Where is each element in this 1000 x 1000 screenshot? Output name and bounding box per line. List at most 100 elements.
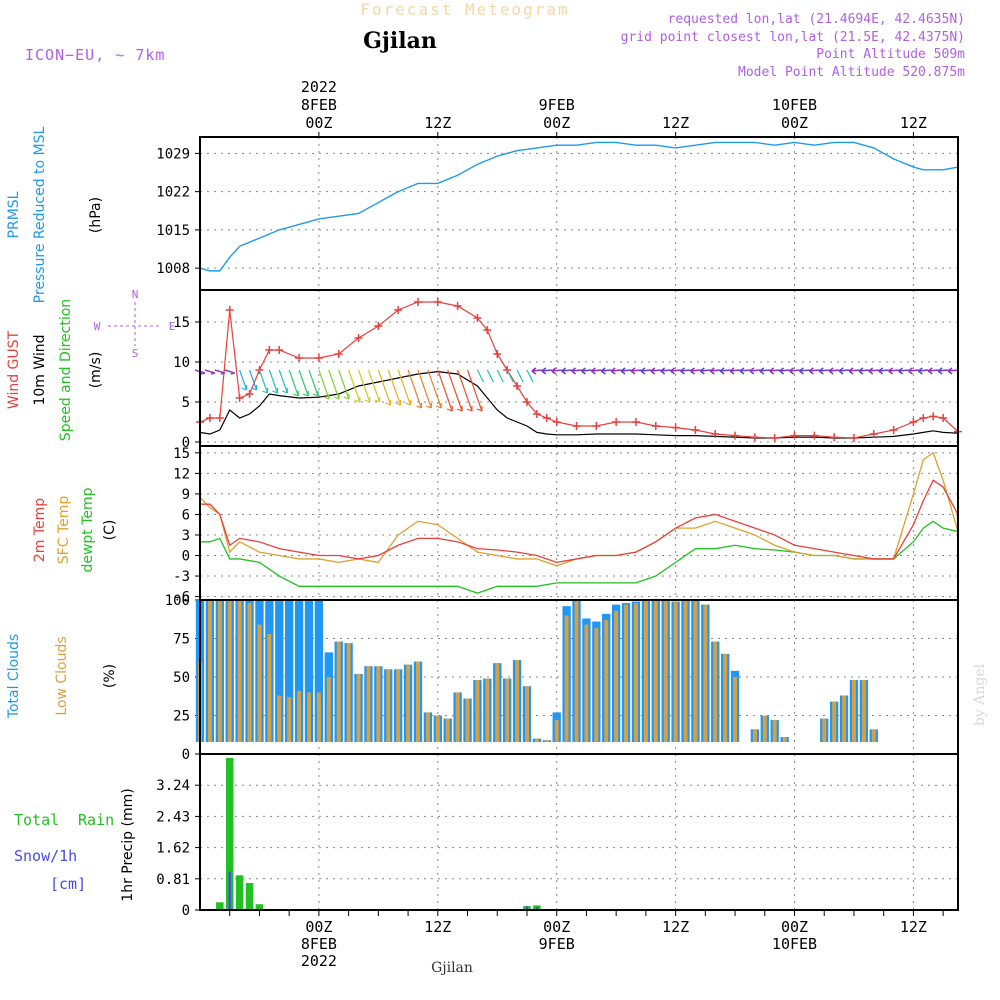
compass-e: E — [169, 320, 176, 333]
wind-direction-arrow — [858, 367, 869, 375]
wind-direction-arrow — [937, 367, 949, 375]
cloud-low-bar — [435, 715, 440, 742]
cloud-low-bar — [544, 740, 549, 742]
cloud-low-bar — [257, 624, 262, 742]
wind-direction-arrow — [416, 403, 422, 409]
wind-direction-arrow — [620, 367, 632, 375]
top-hour-label: 12Z — [424, 114, 451, 132]
wind10-line — [199, 370, 959, 439]
bottom-year-label: 2022 — [301, 952, 337, 970]
cloud-low-bar — [445, 718, 450, 742]
wind-direction-arrow — [385, 400, 392, 406]
panel-frame-0 — [199, 136, 959, 291]
rain-bar — [216, 902, 224, 910]
top-year-label: 2022 — [301, 78, 337, 96]
wind-direction-arrow — [447, 369, 463, 412]
cloud-low-bar — [762, 715, 767, 742]
wind-direction-arrow — [397, 369, 411, 406]
cloud-low-bar — [842, 695, 847, 742]
y-tick-label-3: 75 — [173, 632, 190, 648]
gust-marker — [453, 302, 462, 310]
model-label: ICON−EU, ~ 7km — [25, 46, 165, 64]
cloud-low-bar — [237, 600, 242, 742]
gust-marker — [483, 326, 492, 334]
wind-direction-arrow — [590, 367, 602, 375]
cloud-low-bar — [861, 680, 866, 742]
gust-marker — [830, 433, 839, 442]
wind-direction-arrow — [405, 400, 412, 406]
wind-direction-arrow — [426, 403, 432, 409]
wind-direction-arrow — [248, 369, 258, 391]
panel-frame-4 — [199, 753, 959, 911]
cloud-low-bar — [534, 738, 539, 742]
wind-direction-arrow — [789, 367, 800, 375]
wind-direction-arrow — [749, 367, 760, 375]
p5-label-d: [cm] — [50, 875, 86, 893]
wind-direction-arrow — [427, 369, 442, 409]
wind-direction-arrow — [506, 369, 514, 383]
wind-direction-arrow — [476, 406, 483, 412]
p3-label-c: dewpt Temp — [80, 487, 96, 572]
cloud-low-bar — [465, 698, 470, 742]
gust-marker — [473, 314, 482, 322]
cloud-low-bar — [356, 673, 361, 742]
gust-marker — [552, 418, 561, 426]
bottom-hour-label: 12Z — [662, 918, 689, 936]
wind-direction-arrow — [374, 397, 381, 403]
p4-label-a: Total Clouds — [6, 634, 22, 719]
wind-direction-arrow — [798, 367, 810, 375]
cloud-low-bar — [822, 718, 827, 742]
bottom-hour-label: 00Z — [781, 918, 808, 936]
gust-marker — [750, 433, 759, 442]
p2-label-a: Wind GUST — [6, 330, 22, 409]
wind-direction-arrow — [526, 369, 534, 383]
top-date-label: 8FEB — [301, 96, 337, 114]
bottom-date-label: 9FEB — [539, 935, 575, 953]
y-tick-label-0: 1029 — [156, 146, 190, 162]
y-tick-label-0: 1022 — [156, 185, 190, 201]
y-tick-label-1: 15 — [173, 315, 190, 331]
wind-direction-arrow — [357, 369, 371, 403]
wind-direction-arrow — [364, 397, 371, 403]
p1-label-a: PRMSL — [6, 191, 22, 238]
top-date-label: 9FEB — [539, 96, 575, 114]
wind-direction-arrow — [338, 369, 350, 400]
cloud-low-bar — [782, 737, 787, 742]
wind-direction-arrow — [917, 367, 929, 375]
y-tick-label-1: 10 — [173, 355, 190, 371]
cloud-low-bar — [653, 600, 658, 742]
p3-label-a: 2m Temp — [32, 498, 48, 562]
gust-marker — [275, 346, 284, 354]
gust-marker — [671, 423, 680, 432]
wind-direction-arrow — [241, 385, 248, 391]
gust-marker — [711, 430, 720, 438]
wind-direction-arrow — [888, 367, 899, 375]
wind-direction-arrow — [348, 369, 361, 403]
p1-units: (hPa) — [88, 197, 104, 233]
wind-direction-arrow — [282, 388, 288, 394]
gust-marker — [493, 350, 502, 358]
cloud-low-bar — [366, 666, 371, 742]
wind-direction-arrow — [204, 369, 216, 375]
bottom-hour-label: 00Z — [543, 918, 570, 936]
cloud-low-bar — [267, 633, 272, 742]
gust-marker — [532, 410, 541, 418]
cloud-low-bar — [574, 600, 579, 742]
bottom-hour-label: 00Z — [305, 918, 332, 936]
rain-bar — [245, 883, 254, 910]
wind-direction-arrow — [224, 369, 235, 375]
gust-marker — [433, 298, 442, 306]
p5-units: 1hr Precip (mm) — [120, 788, 136, 901]
wind-direction-arrow — [354, 397, 361, 403]
gust-marker — [731, 431, 740, 440]
gust-marker — [265, 346, 274, 354]
snow-bar — [535, 906, 539, 910]
y-tick-label-2: 0 — [182, 549, 190, 565]
cloud-low-bar — [624, 604, 629, 742]
gust-marker — [929, 412, 938, 421]
wind-direction-arrow — [367, 369, 381, 403]
wind-direction-arrow — [828, 367, 840, 375]
gust-marker — [849, 434, 858, 442]
panel-frame-1 — [199, 289, 959, 447]
